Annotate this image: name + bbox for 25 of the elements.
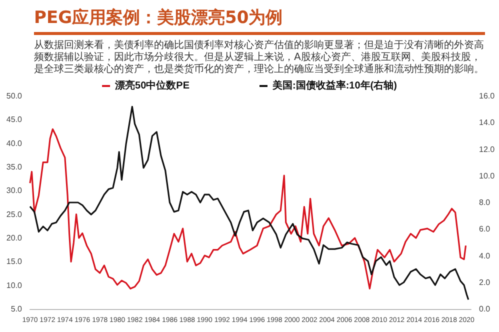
y-tick-label: 45.0 bbox=[6, 115, 23, 124]
line-series bbox=[29, 106, 470, 300]
y-tick-label: 30.0 bbox=[6, 186, 23, 196]
y2-tick-label: 2.0 bbox=[479, 278, 491, 287]
y2-tick-label: 12.0 bbox=[479, 144, 496, 154]
y2-tick-label: 10.0 bbox=[479, 171, 496, 180]
y-tick-label: 50.0 bbox=[6, 92, 23, 100]
y-tick-label: 35.0 bbox=[6, 162, 23, 172]
legend-label: 漂亮50中位数PE bbox=[114, 80, 190, 92]
y2-tick-label: 4.0 bbox=[479, 251, 491, 260]
line-series bbox=[29, 128, 467, 290]
y-tick-label: 15.0 bbox=[6, 257, 23, 266]
y2-tick-label: 6.0 bbox=[479, 224, 491, 234]
y-tick-label: 25.0 bbox=[6, 210, 23, 219]
y-tick-label: 40.0 bbox=[6, 138, 23, 148]
chart-title: PEG应用案例：美股漂亮50为例 bbox=[34, 6, 485, 35]
y-tick-label: 10.0 bbox=[6, 280, 23, 290]
y2-tick-label: 14.0 bbox=[479, 118, 496, 128]
y2-tick-label: 16.0 bbox=[479, 92, 496, 100]
y-tick-label: 20.0 bbox=[6, 234, 23, 242]
chart-subtitle: 从数据回测来看，美债利率的确比国债利率对核心资产估值的影响更显著；但是迫于没有清晰的外资高频数据辅以验证，因此市场分歧很大。但是从逻辑上来说，A股核心资产、港股互联网、美股科技股，是全球三类最核心的资产，也是类货币化的资产，理论上的确应当受到全球通胀和流动性预期的影响。 bbox=[34, 40, 485, 76]
y2-tick-label: 8.0 bbox=[479, 198, 491, 207]
y-tick-label: 5.0 bbox=[10, 304, 23, 314]
y2-tick-label: 0.0 bbox=[479, 304, 491, 314]
legend-label: 美国:国债收益率:10年(右轴) bbox=[272, 80, 397, 92]
